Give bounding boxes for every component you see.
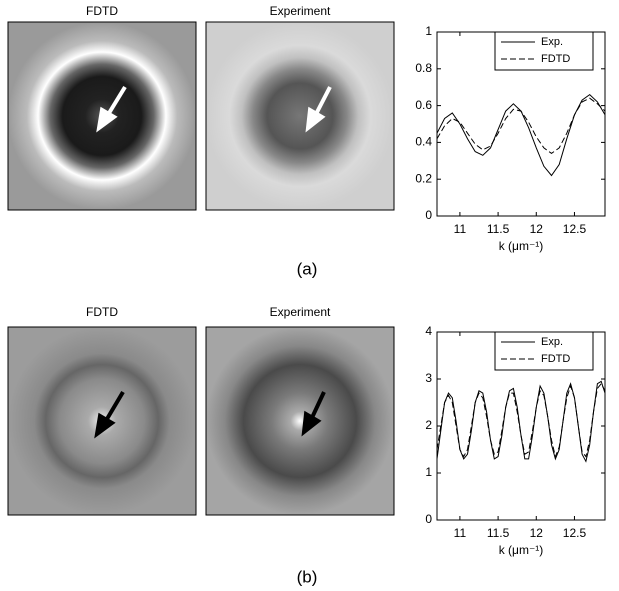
y-tick-label: 0 [425,208,432,222]
legend-label: FDTD [541,353,570,365]
series-line [436,382,606,459]
x-tick-label: 11.5 [487,222,510,236]
arrows [94,390,326,439]
x-tick-label: 12 [530,222,544,236]
x-tick-label: 11 [454,526,467,540]
y-tick-label: 3 [425,371,432,385]
x-tick-label: 12.5 [563,526,587,540]
image-title: FDTD [86,305,118,319]
experiment-image [205,21,395,211]
legend-box [494,31,594,71]
y-tick-label: 0 [425,512,432,526]
legend-label: Exp. [541,336,563,348]
arrows [96,85,332,133]
legend-label: FDTD [541,53,570,65]
panel-label: (b) [297,567,318,586]
y-tick-label: 0.8 [415,61,432,75]
x-tick-label: 12 [530,526,544,540]
y-tick-label: 1 [425,465,432,479]
legend-label: Exp. [541,36,563,48]
x-axis-label: k (μm⁻¹) [499,239,544,253]
y-tick-label: 1 [425,24,432,38]
y-tick-label: 0.2 [415,171,432,185]
legend-box [494,331,594,371]
image-title: FDTD [86,4,118,18]
y-tick-label: 0.4 [415,135,432,149]
y-tick-label: 4 [425,324,432,338]
image-title: Experiment [270,4,331,18]
panel-label: (a) [297,259,318,278]
x-tick-label: 12.5 [563,222,587,236]
series-line [436,97,606,155]
y-tick-label: 2 [425,418,432,432]
experiment-image [205,326,395,516]
x-tick-label: 11 [454,222,467,236]
y-tick-label: 0.6 [415,98,432,112]
x-axis-label: k (μm⁻¹) [499,543,544,557]
image-title: Experiment [270,305,331,319]
x-tick-label: 11.5 [487,526,510,540]
